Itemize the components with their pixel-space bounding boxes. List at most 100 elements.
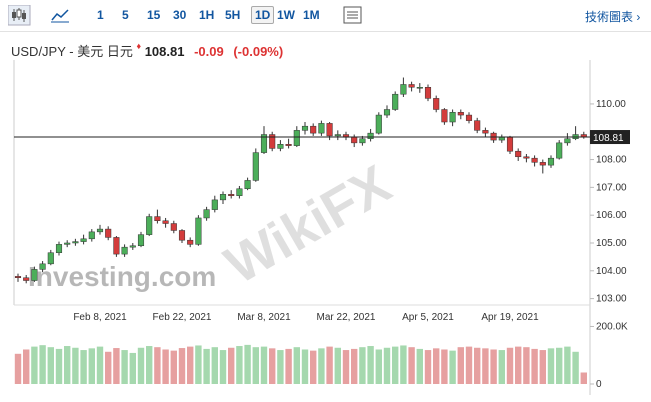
- x-tick-label: Feb 22, 2021: [153, 312, 212, 323]
- candle-body: [187, 239, 194, 245]
- candle-body: [80, 238, 87, 242]
- candle-body: [564, 138, 571, 144]
- candle-body: [375, 114, 382, 134]
- candle-body: [301, 125, 309, 131]
- volume-bar: [408, 347, 415, 384]
- volume-bar: [449, 350, 456, 384]
- interval-button[interactable]: 1M: [303, 8, 320, 22]
- volume-bar: [55, 348, 63, 384]
- x-tick-label: Apr 5, 2021: [402, 312, 454, 323]
- volume-bar: [457, 347, 464, 384]
- candle-body: [400, 84, 407, 95]
- volume-bar: [170, 350, 177, 384]
- volume-bar: [523, 347, 530, 384]
- last-price-box: [590, 130, 630, 145]
- y-tick-label: 106.00: [596, 210, 627, 221]
- candle-body: [96, 228, 104, 233]
- candle-body: [178, 230, 186, 241]
- candle-body: [351, 137, 358, 144]
- candle-body: [113, 237, 120, 255]
- quote-header: USD/JPY - 美元 日元 ♦ 108.81 -0.09 (-0.09%): [11, 41, 283, 60]
- candle-body: [465, 114, 473, 121]
- y-tick-label: 105.00: [596, 238, 627, 249]
- volume-bar: [121, 350, 128, 384]
- volume-bar: [392, 346, 399, 384]
- volume-bar: [219, 350, 227, 384]
- watermark-wikifx: WikiFX: [215, 154, 400, 296]
- candle-body: [547, 157, 555, 166]
- volume-bar: [482, 348, 489, 384]
- interval-button[interactable]: 15: [147, 8, 161, 22]
- interval-button[interactable]: 5: [122, 8, 129, 22]
- price: 108.81: [144, 44, 185, 59]
- volume-bar: [162, 349, 169, 384]
- volume-bar: [400, 345, 407, 384]
- candle-body: [195, 217, 202, 245]
- volume-bar: [515, 346, 522, 384]
- interval-button[interactable]: 1: [97, 8, 104, 22]
- volume-bar: [433, 348, 440, 384]
- volume-bar: [244, 344, 251, 384]
- candle-body: [498, 137, 505, 141]
- change: -0.09: [194, 44, 224, 59]
- candle-body: [474, 120, 481, 131]
- volume-bar: [441, 349, 448, 384]
- watermark-investing: Investing.com: [28, 261, 216, 292]
- candle-body: [424, 87, 432, 99]
- y-tick-label: 107.00: [596, 182, 627, 193]
- candle-body: [506, 137, 514, 152]
- volume-bar: [47, 347, 54, 384]
- down-arrow: ♦: [136, 41, 142, 51]
- volume-bar: [416, 348, 423, 384]
- volume-bar: [318, 348, 325, 384]
- volume-bar: [506, 347, 514, 384]
- volume-bar: [572, 351, 579, 384]
- volume-bar: [301, 349, 309, 384]
- volume-bar: [105, 351, 112, 384]
- settings-icon[interactable]: [343, 6, 363, 26]
- candle-body: [154, 216, 161, 221]
- interval-button[interactable]: 1W: [277, 8, 295, 22]
- change-pct: (-0.09%): [233, 44, 284, 59]
- tech-chart-link[interactable]: 技術圖表 ›: [585, 10, 641, 24]
- candle-body: [523, 156, 530, 159]
- volume-bar: [88, 348, 95, 384]
- volume-bar: [556, 347, 563, 384]
- volume-bar: [187, 346, 194, 384]
- x-tick-label: Apr 19, 2021: [481, 312, 539, 323]
- interval-button[interactable]: 1D: [251, 6, 275, 24]
- volume-bar: [129, 352, 136, 384]
- candle-body: [293, 130, 300, 146]
- candle-body: [260, 134, 268, 153]
- volume-bar: [236, 346, 243, 384]
- candle-body: [556, 142, 563, 159]
- volume-tick-label: 0: [596, 379, 602, 390]
- toolbar: 1 5 15 30 1H 5H 1D 1W 1M 技術圖表 ›: [0, 0, 651, 32]
- candle-body: [170, 223, 177, 231]
- candle-body: [449, 112, 456, 123]
- candle-body: [318, 123, 325, 134]
- candle-body: [457, 112, 464, 116]
- interval-button[interactable]: 30: [173, 8, 187, 22]
- y-tick-label: 104.00: [596, 266, 627, 277]
- volume-bar: [269, 348, 276, 384]
- candle-body: [408, 84, 415, 88]
- volume-bar: [539, 350, 546, 384]
- candle-body: [334, 134, 341, 137]
- interval-button[interactable]: 5H: [225, 8, 241, 22]
- candle-body: [515, 150, 522, 158]
- volume-bar: [96, 346, 104, 384]
- volume-bar: [23, 349, 30, 384]
- volume-bar: [564, 346, 571, 384]
- interval-button[interactable]: 1H: [199, 8, 215, 22]
- volume-bar: [154, 347, 161, 384]
- volume-bar: [498, 350, 505, 384]
- chart-style-icons: [8, 5, 69, 26]
- volume-bar: [195, 345, 202, 384]
- x-tick-label: Feb 8, 2021: [73, 312, 127, 323]
- volume-bar: [424, 350, 432, 384]
- candle-body: [88, 231, 95, 240]
- candle-body: [47, 252, 54, 265]
